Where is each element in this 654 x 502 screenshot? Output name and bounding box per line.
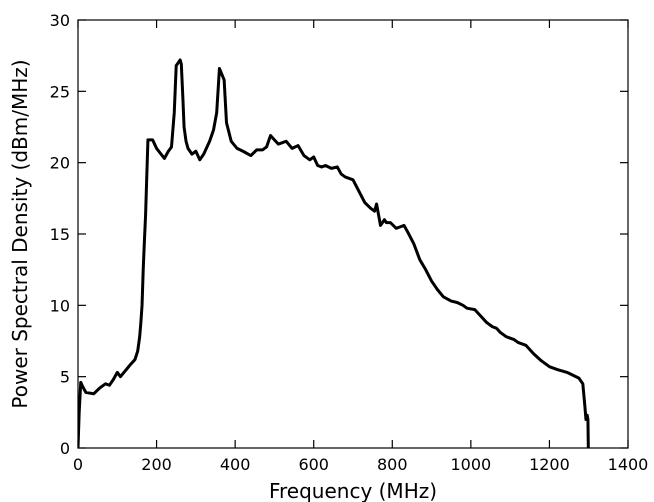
x-tick-label: 1000 (450, 455, 491, 474)
x-tick-label: 0 (73, 455, 83, 474)
x-tick-label: 1200 (529, 455, 570, 474)
x-tick-label: 1400 (608, 455, 649, 474)
x-tick-label: 200 (141, 455, 172, 474)
x-tick-label: 600 (298, 455, 329, 474)
x-tick-label: 800 (377, 455, 408, 474)
plot-area (77, 19, 629, 449)
y-tick-label: 5 (60, 368, 70, 387)
y-axis-label: Power Spectral Density (dBm/MHz) (8, 59, 32, 408)
y-tick-label: 20 (50, 154, 70, 173)
series-line (78, 58, 590, 448)
y-tick-label: 30 (50, 11, 70, 30)
x-axis-label: Frequency (MHz) (269, 479, 437, 502)
y-tick-label: 10 (50, 296, 70, 315)
y-tick-label: 15 (50, 225, 70, 244)
y-tick-label: 25 (50, 82, 70, 101)
y-axis: 0 5 10 15 20 25 30 (50, 11, 628, 458)
x-axis: 0 200 400 600 800 1000 1200 1400 (73, 20, 648, 474)
y-tick-label: 0 (60, 439, 70, 458)
plot-frame (77, 19, 629, 449)
x-tick-label: 400 (220, 455, 251, 474)
